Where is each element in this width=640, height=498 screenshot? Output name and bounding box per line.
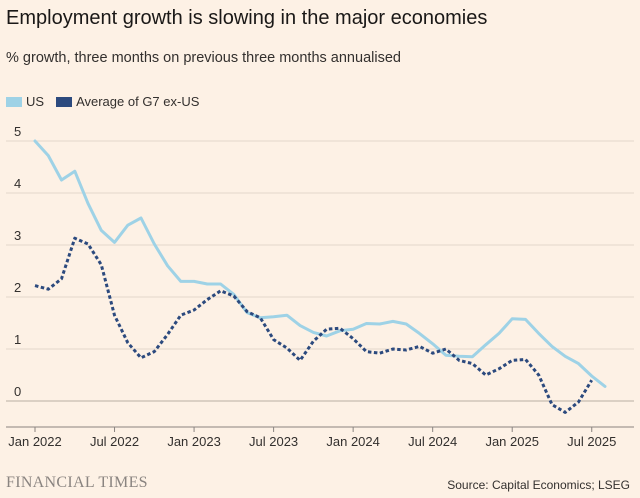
x-tick-label: Jan 2024 [326,434,380,449]
legend-item-us: US [6,94,44,109]
y-tick-label: 3 [14,228,21,243]
chart-subtitle: % growth, three months on previous three… [6,50,401,66]
ft-logo-text: FINANCIAL TIMES [6,474,148,491]
y-tick-label: 1 [14,332,21,347]
legend-swatch-g7 [56,96,73,107]
y-axis-labels: 0 1 2 3 4 5 [14,124,21,399]
chart-title: Employment growth is slowing in the majo… [6,7,488,29]
legend-label-us: US [26,94,45,109]
y-tick-label: 5 [14,124,21,139]
legend: US Average of G7 ex-US [6,94,211,109]
x-tick-label: Jul 2022 [90,434,139,449]
source-note: Source: Capital Economics; LSEG [447,478,630,492]
grid-lines [6,140,634,402]
x-tick-label: Jan 2025 [485,434,539,449]
x-tick-label: Jul 2023 [249,434,298,449]
legend-swatch-us [6,96,22,107]
y-tick-label: 0 [14,384,21,399]
series-line-g7-ex-us [34,236,593,414]
x-tick-label: Jan 2023 [167,434,221,449]
y-tick-label: 2 [14,280,21,295]
x-axis: Jan 2022 Jul 2022 Jan 2023 Jul 2023 Jan 2024… [6,426,634,449]
y-tick-label: 4 [14,176,21,191]
legend-label-g7: Average of G7 ex-US [76,94,200,109]
series-line-us [33,139,607,388]
series-lines [33,139,607,414]
x-tick-label: Jul 2024 [408,434,457,449]
legend-item-g7: Average of G7 ex-US [56,94,199,109]
x-tick-label: Jul 2025 [567,434,616,449]
x-tick-label: Jan 2022 [8,434,62,449]
